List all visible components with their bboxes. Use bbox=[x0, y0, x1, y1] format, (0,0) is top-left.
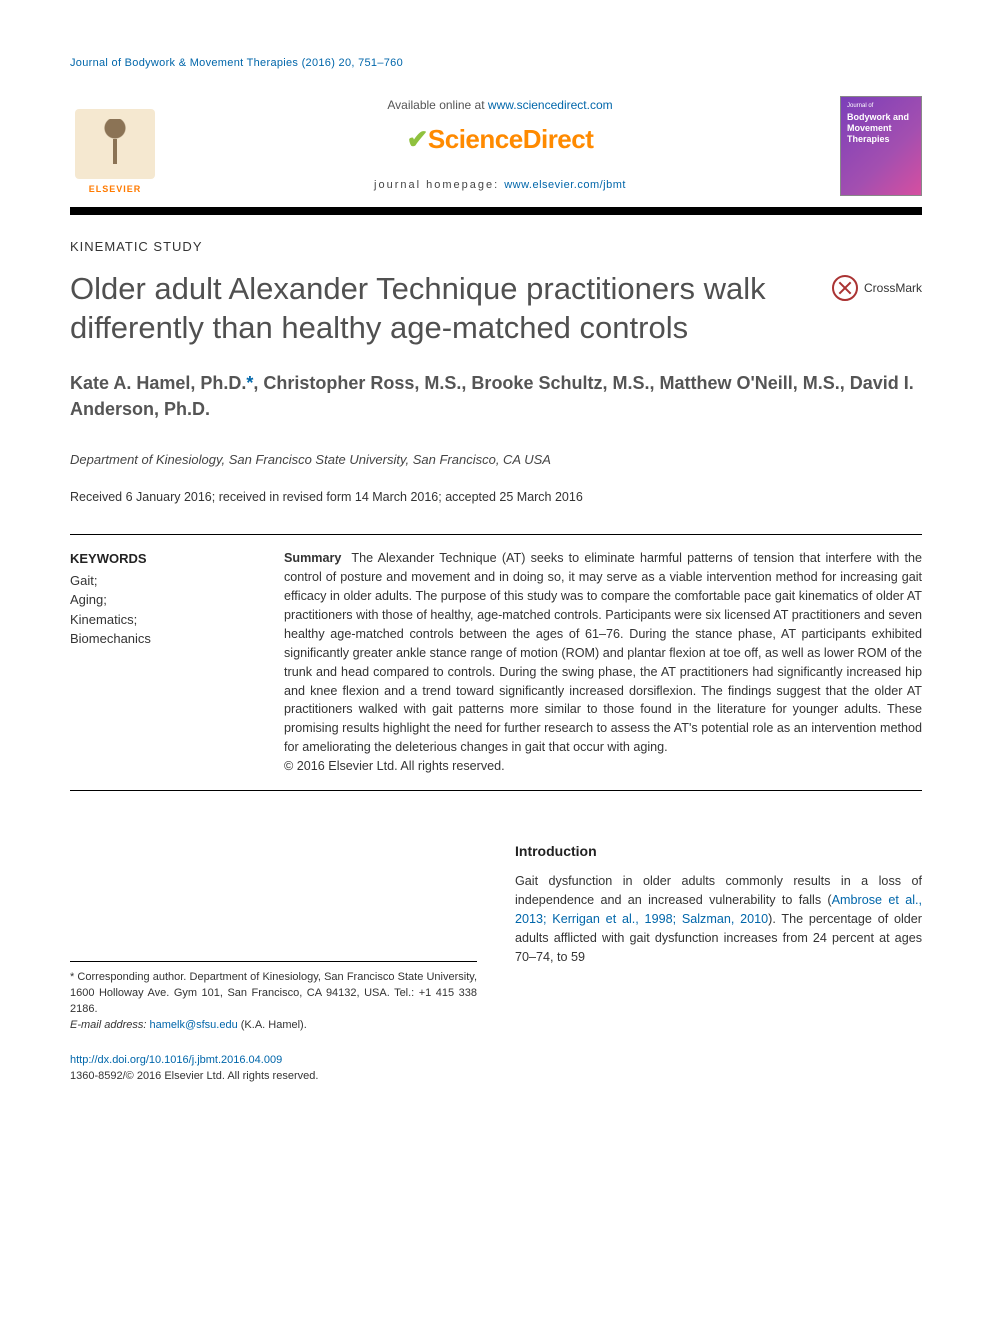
available-online: Available online at www.sciencedirect.co… bbox=[176, 96, 824, 114]
sd-brand-pre: Science bbox=[428, 124, 523, 154]
article-type-label: KINEMATIC STUDY bbox=[70, 237, 922, 257]
corresponding-text: * Corresponding author. Department of Ki… bbox=[70, 970, 477, 1018]
crossmark-label: CrossMark bbox=[864, 279, 922, 297]
corresponding-footnote: * Corresponding author. Department of Ki… bbox=[70, 961, 477, 1034]
summary-heading: Summary bbox=[284, 551, 341, 565]
homepage-prefix: journal homepage: bbox=[374, 179, 504, 191]
issn-line: 1360-8592/© 2016 Elsevier Ltd. All right… bbox=[70, 1068, 477, 1085]
introduction-paragraph: Gait dysfunction in older adults commonl… bbox=[515, 872, 922, 966]
affiliation: Department of Kinesiology, San Francisco… bbox=[70, 450, 922, 470]
sd-brand-post: Direct bbox=[523, 124, 594, 154]
sd-check-icon: ✔ bbox=[407, 124, 428, 154]
elsevier-tree-icon bbox=[75, 109, 155, 179]
crossmark-badge[interactable]: CrossMark bbox=[832, 275, 922, 301]
cover-line2: Bodywork and Movement Therapies bbox=[847, 112, 915, 144]
paper-title: Older adult Alexander Technique practiti… bbox=[70, 269, 802, 348]
crossmark-icon bbox=[832, 275, 858, 301]
doi-block: http://dx.doi.org/10.1016/j.jbmt.2016.04… bbox=[70, 1052, 477, 1085]
summary-text: The Alexander Technique (AT) seeks to el… bbox=[284, 551, 922, 754]
cover-line1: Journal of bbox=[847, 103, 915, 110]
journal-cover-thumbnail: Journal of Bodywork and Movement Therapi… bbox=[840, 96, 922, 196]
email-label: E-mail address: bbox=[70, 1019, 149, 1031]
author-list: Kate A. Hamel, Ph.D.*, Christopher Ross,… bbox=[70, 370, 922, 422]
header-rule bbox=[70, 207, 922, 215]
sciencedirect-link[interactable]: www.sciencedirect.com bbox=[488, 98, 613, 112]
copyright-line: © 2016 Elsevier Ltd. All rights reserved… bbox=[284, 757, 922, 776]
homepage-link[interactable]: www.elsevier.com/jbmt bbox=[504, 179, 626, 191]
email-author: (K.A. Hamel). bbox=[238, 1019, 307, 1031]
left-column: * Corresponding author. Department of Ki… bbox=[70, 841, 477, 1085]
keyword-item: Gait; bbox=[70, 571, 258, 591]
available-prefix: Available online at bbox=[387, 98, 488, 112]
introduction-heading: Introduction bbox=[515, 841, 922, 862]
email-line: E-mail address: hamelk@sfsu.edu (K.A. Ha… bbox=[70, 1018, 477, 1034]
keyword-item: Kinematics; bbox=[70, 610, 258, 630]
sciencedirect-logo: ✔ScienceDirect bbox=[176, 120, 824, 159]
summary-box: SummaryThe Alexander Technique (AT) seek… bbox=[270, 535, 922, 790]
running-head: Journal of Bodywork & Movement Therapies… bbox=[70, 55, 922, 72]
keyword-item: Biomechanics bbox=[70, 629, 258, 649]
keywords-heading: KEYWORDS bbox=[70, 549, 258, 569]
right-column: Introduction Gait dysfunction in older a… bbox=[515, 841, 922, 1085]
journal-homepage: journal homepage: www.elsevier.com/jbmt bbox=[176, 177, 824, 194]
keyword-item: Aging; bbox=[70, 590, 258, 610]
abstract-block: KEYWORDS Gait; Aging; Kinematics; Biomec… bbox=[70, 534, 922, 791]
doi-link[interactable]: http://dx.doi.org/10.1016/j.jbmt.2016.04… bbox=[70, 1054, 282, 1066]
elsevier-logo: ELSEVIER bbox=[70, 96, 160, 196]
article-history: Received 6 January 2016; received in rev… bbox=[70, 488, 922, 507]
keywords-box: KEYWORDS Gait; Aging; Kinematics; Biomec… bbox=[70, 535, 270, 790]
header-center: Available online at www.sciencedirect.co… bbox=[176, 90, 824, 204]
email-link[interactable]: hamelk@sfsu.edu bbox=[149, 1019, 237, 1031]
body-columns: * Corresponding author. Department of Ki… bbox=[70, 841, 922, 1085]
publisher-header: ELSEVIER Available online at www.science… bbox=[70, 90, 922, 204]
corresponding-star-icon: * bbox=[246, 373, 253, 393]
elsevier-label: ELSEVIER bbox=[89, 183, 142, 197]
